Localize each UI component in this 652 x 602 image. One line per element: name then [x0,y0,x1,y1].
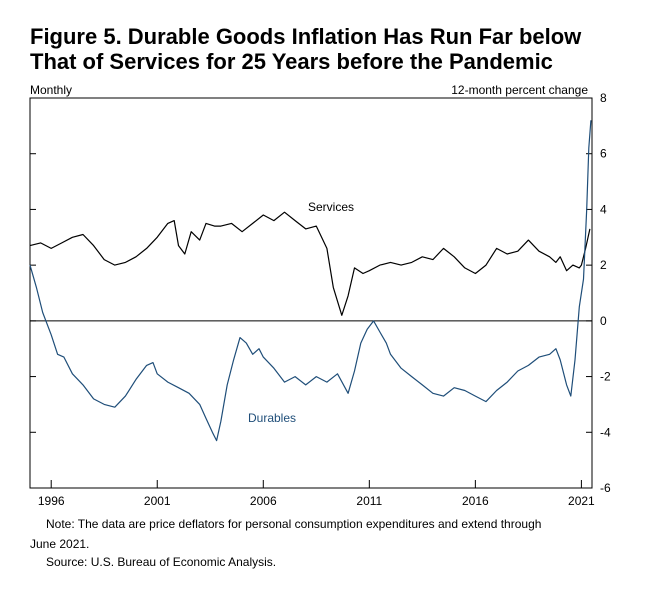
x-tick-label: 2011 [356,494,382,508]
x-tick-label: 1996 [38,494,65,508]
frequency-label: Monthly [30,83,72,97]
chart-title-line-1: Figure 5. Durable Goods Inflation Has Ru… [30,24,582,49]
series-lines [29,120,592,442]
chart-title-line-2: That of Services for 25 Years before the… [30,49,553,74]
series-line-durables [29,120,592,442]
note-line-2: June 2021. [30,537,90,551]
y-tick-label: 0 [600,314,607,328]
plot-frame [29,97,593,489]
x-tick-label: 2006 [250,494,277,508]
y-tick-label: 4 [600,202,607,216]
series-label-durables: Durables [248,411,296,425]
y-axis-ticks: -6 -4 -2 0 2 4 6 8 [30,91,611,495]
y-tick-label: 2 [600,258,607,272]
y-tick-label: -2 [600,370,611,384]
x-tick-label: 2001 [144,494,171,508]
chart-source: Source: U.S. Bureau of Economic Analysis… [46,555,277,569]
x-tick-label: 2021 [568,494,595,508]
x-tick-label: 2016 [462,494,489,508]
series-line-services [29,211,591,316]
y-tick-label: 6 [600,147,607,161]
series-label-services: Services [308,200,354,214]
y-axis-label: 12-month percent change [451,83,588,97]
x-axis-ticks: 1996 2001 2006 2011 2016 2021 [38,480,595,508]
chart-note: Note: The data are price deflators for p… [30,514,630,554]
y-tick-label: -4 [600,425,611,439]
y-tick-label: 8 [600,91,607,105]
y-tick-label: -6 [600,481,611,495]
chart-title: Figure 5. Durable Goods Inflation Has Ru… [30,24,640,74]
note-line-1: Note: The data are price deflators for p… [46,517,542,531]
